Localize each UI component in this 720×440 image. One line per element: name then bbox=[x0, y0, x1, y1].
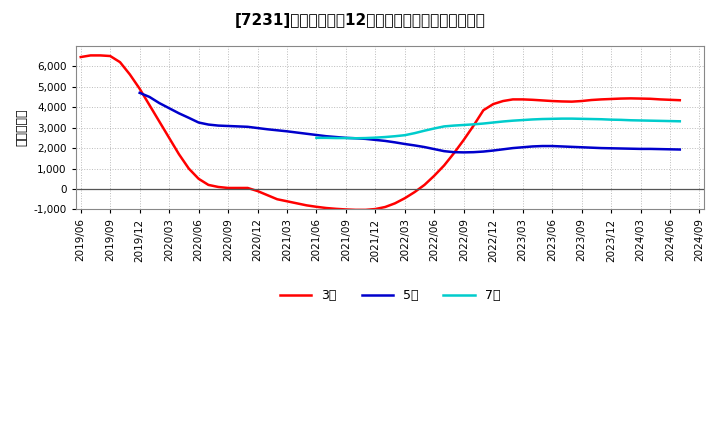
7年 bbox=[391, 134, 400, 139]
Line: 7年: 7年 bbox=[317, 119, 680, 138]
Line: 5年: 5年 bbox=[140, 93, 680, 152]
Line: 3年: 3年 bbox=[81, 55, 680, 210]
7年 bbox=[371, 135, 379, 140]
7年 bbox=[557, 116, 566, 121]
3年 bbox=[135, 86, 144, 92]
7年 bbox=[322, 135, 330, 140]
7年 bbox=[587, 117, 595, 122]
7年 bbox=[626, 117, 635, 123]
3年 bbox=[204, 182, 212, 187]
5年 bbox=[332, 134, 341, 139]
5年 bbox=[675, 147, 684, 152]
7年 bbox=[332, 136, 341, 141]
Legend: 3年, 5年, 7年: 3年, 5年, 7年 bbox=[275, 284, 505, 308]
3年 bbox=[86, 53, 95, 58]
7年 bbox=[597, 117, 606, 122]
7年 bbox=[675, 119, 684, 124]
5年 bbox=[145, 94, 154, 99]
7年 bbox=[607, 117, 616, 122]
7年 bbox=[567, 116, 576, 121]
3年 bbox=[459, 137, 468, 143]
3年 bbox=[76, 55, 85, 60]
7年 bbox=[479, 121, 487, 126]
7年 bbox=[538, 117, 546, 122]
7年 bbox=[528, 117, 537, 122]
7年 bbox=[577, 116, 586, 121]
7年 bbox=[410, 131, 419, 136]
7年 bbox=[459, 122, 468, 128]
3年 bbox=[675, 98, 684, 103]
7年 bbox=[361, 136, 370, 141]
5年 bbox=[479, 149, 487, 154]
7年 bbox=[341, 136, 350, 141]
7年 bbox=[440, 124, 449, 129]
7年 bbox=[518, 117, 527, 123]
5年 bbox=[459, 150, 468, 155]
7年 bbox=[548, 116, 557, 121]
Y-axis label: （百万円）: （百万円） bbox=[15, 109, 28, 147]
Text: [7231]　当期純利益12か月移動合計の平均値の推移: [7231] 当期純利益12か月移動合計の平均値の推移 bbox=[235, 13, 485, 28]
3年 bbox=[351, 207, 360, 213]
7年 bbox=[351, 136, 360, 141]
7年 bbox=[420, 128, 429, 133]
5年 bbox=[557, 144, 566, 149]
7年 bbox=[646, 118, 654, 123]
3年 bbox=[391, 201, 400, 206]
5年 bbox=[499, 147, 508, 152]
7年 bbox=[449, 123, 458, 128]
7年 bbox=[400, 132, 409, 138]
5年 bbox=[135, 90, 144, 95]
5年 bbox=[440, 149, 449, 154]
7年 bbox=[489, 120, 498, 125]
7年 bbox=[430, 126, 438, 131]
7年 bbox=[469, 122, 478, 127]
7年 bbox=[508, 118, 517, 123]
3年 bbox=[243, 185, 252, 191]
7年 bbox=[616, 117, 625, 122]
3年 bbox=[616, 96, 625, 101]
7年 bbox=[381, 134, 390, 139]
7年 bbox=[636, 118, 645, 123]
7年 bbox=[499, 119, 508, 124]
7年 bbox=[312, 135, 321, 140]
7年 bbox=[666, 118, 675, 124]
7年 bbox=[656, 118, 665, 124]
